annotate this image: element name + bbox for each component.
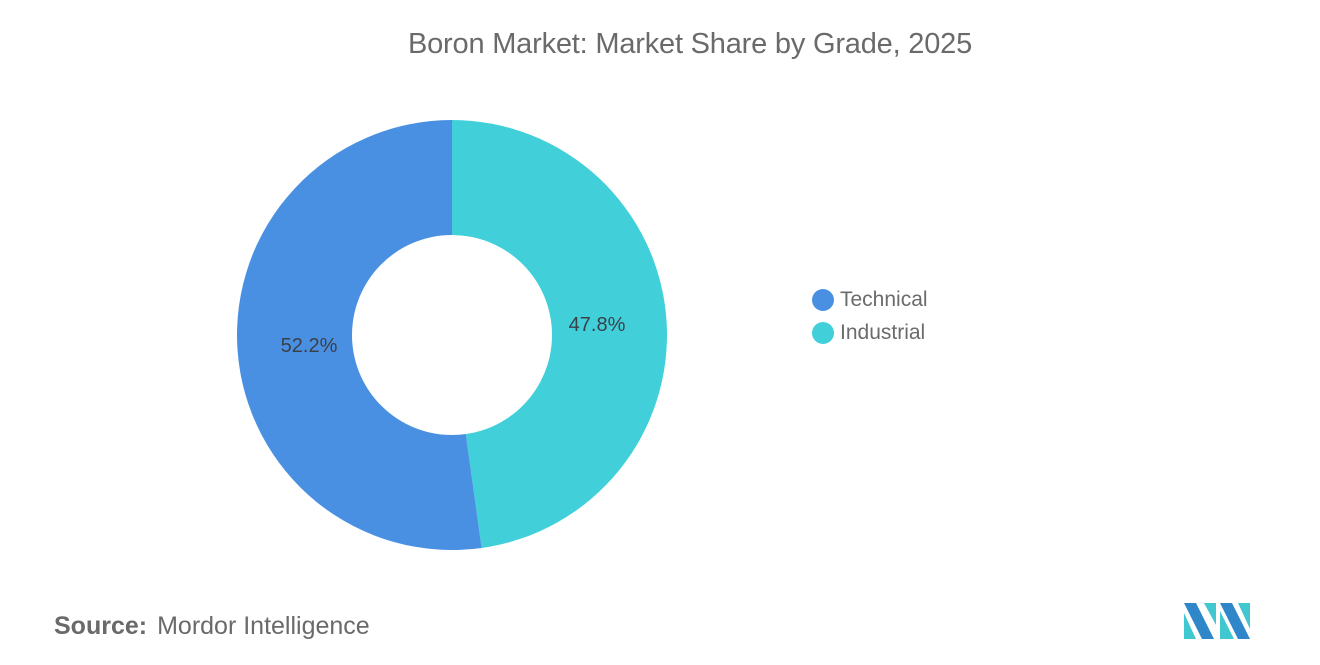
donut-slices (236, 120, 667, 550)
legend-item-industrial[interactable]: Industrial (812, 316, 928, 349)
legend-label: Technical (840, 287, 928, 311)
donut-slice-technical[interactable] (236, 120, 482, 550)
slice-label-technical: 52.2% (281, 335, 338, 357)
legend-label: Industrial (840, 320, 926, 344)
mordor-intelligence-logo-icon (1184, 603, 1250, 639)
legend: Technical Industrial (812, 283, 928, 349)
source-key: Source: (54, 612, 148, 640)
legend-swatch-icon (812, 288, 834, 311)
legend-item-technical[interactable]: Technical (812, 283, 928, 316)
slice-label-industrial: 47.8% (569, 314, 626, 336)
chart-title: Boron Market: Market Share by Grade, 202… (407, 28, 973, 60)
source-note: Source: Mordor Intelligence (54, 612, 370, 641)
legend-swatch-icon (812, 321, 834, 344)
source-value: Mordor Intelligence (157, 612, 370, 640)
donut-slice-industrial[interactable] (452, 120, 667, 548)
